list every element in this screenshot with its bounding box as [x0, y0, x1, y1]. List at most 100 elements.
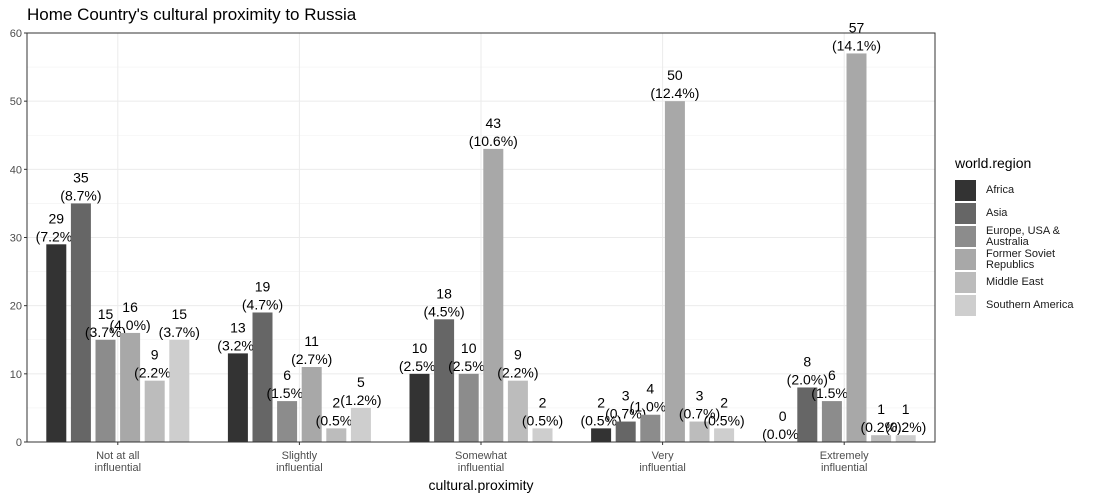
- data-label-count: 29: [49, 210, 65, 226]
- data-label-percent: (1.2%): [340, 392, 381, 408]
- data-label-count: 9: [151, 347, 159, 363]
- data-label-count: 5: [357, 374, 365, 390]
- data-label-count: 2: [720, 394, 728, 410]
- bar: [507, 380, 528, 442]
- data-label-percent: (2.7%): [291, 351, 332, 367]
- y-tick-label: 0: [16, 437, 22, 449]
- data-label-count: 19: [255, 278, 271, 294]
- data-label-percent: (0.7%): [605, 406, 646, 422]
- data-label-percent: (0.5%): [703, 412, 744, 428]
- data-label-count: 15: [172, 306, 188, 322]
- legend-item: Europe, USA & Australia: [955, 225, 1073, 248]
- data-label-percent: (3.7%): [159, 324, 200, 340]
- bar: [350, 407, 371, 442]
- data-label-percent: (2.2%): [134, 365, 175, 381]
- data-label-percent: (4.0%): [109, 317, 150, 333]
- data-label-percent: (8.7%): [60, 187, 101, 203]
- bar: [277, 401, 298, 442]
- data-label-percent: (0.5%): [316, 412, 357, 428]
- data-label-percent: (1.5%): [266, 385, 307, 401]
- data-label-count: 11: [304, 333, 319, 349]
- bar: [714, 428, 735, 442]
- legend-swatch: [955, 226, 976, 247]
- data-label-count: 18: [436, 285, 452, 301]
- data-label-count: 4: [646, 381, 654, 397]
- bar: [144, 380, 165, 442]
- legend-item: Africa: [955, 179, 1073, 202]
- data-label-percent: (0.2%): [860, 419, 901, 435]
- data-label-count: 0: [779, 408, 787, 424]
- data-label-count: 3: [696, 388, 704, 404]
- legend-title: world.region: [955, 155, 1032, 171]
- data-label-count: 2: [332, 394, 340, 410]
- bar: [458, 373, 479, 442]
- legend-label: Africa: [986, 184, 1015, 196]
- data-label-count: 43: [486, 115, 502, 131]
- data-label-percent: (0.5%): [580, 412, 621, 428]
- data-label-percent: (0.7%): [679, 406, 720, 422]
- bar: [797, 387, 818, 442]
- x-axis-title: cultural.proximity: [428, 477, 533, 493]
- legend-swatch: [955, 272, 976, 293]
- y-tick-label: 30: [10, 233, 22, 245]
- bar: [169, 339, 190, 442]
- data-label-count: 16: [122, 299, 138, 315]
- data-label-percent: (1.0%): [630, 399, 671, 415]
- bar: [409, 373, 430, 442]
- data-label-percent: (14.1%): [832, 37, 881, 53]
- bar: [895, 435, 916, 442]
- data-label-percent: (7.2%): [36, 228, 77, 244]
- legend-swatch: [955, 180, 976, 201]
- bar: [483, 148, 504, 442]
- legend-item: Asia: [955, 202, 1073, 225]
- y-tick-label: 10: [10, 369, 22, 381]
- data-label-percent: (0.5%): [522, 412, 563, 428]
- data-label-percent: (1.5%): [811, 385, 852, 401]
- bar: [227, 353, 248, 442]
- data-label-percent: (0.0%): [762, 426, 803, 442]
- x-tick-label: Somewhat influential: [455, 450, 507, 474]
- data-label-count: 15: [98, 306, 114, 322]
- bar: [252, 312, 273, 442]
- data-label-count: 1: [877, 401, 885, 417]
- legend-swatch: [955, 295, 976, 316]
- data-label-count: 50: [667, 67, 683, 83]
- data-label-percent: (10.6%): [469, 133, 518, 149]
- bar: [846, 53, 867, 442]
- legend-label: Europe, USA & Australia: [986, 224, 1060, 248]
- legend-label: Asia: [986, 207, 1008, 219]
- data-label-count: 13: [230, 319, 246, 335]
- bar: [301, 367, 322, 442]
- data-label-percent: (12.4%): [650, 85, 699, 101]
- bar: [46, 244, 67, 442]
- x-tick-label: Extremely influential: [820, 450, 869, 474]
- data-label-count: 2: [539, 394, 547, 410]
- data-label-count: 10: [461, 340, 477, 356]
- data-label-count: 6: [828, 367, 836, 383]
- data-label-count: 57: [849, 19, 865, 35]
- bar: [640, 414, 661, 442]
- legend: world.region Africa Asia Europe, USA & Aus…: [955, 155, 1073, 317]
- data-label-count: 6: [283, 367, 291, 383]
- data-label-count: 2: [597, 394, 605, 410]
- bar: [326, 428, 347, 442]
- y-tick-label: 60: [10, 28, 22, 40]
- legend-swatch: [955, 203, 976, 224]
- data-label-percent: (2.2%): [497, 365, 538, 381]
- data-label-count: 35: [73, 169, 89, 185]
- bar: [871, 435, 892, 442]
- y-tick-label: 40: [10, 164, 22, 176]
- bar: [120, 332, 141, 442]
- data-label-percent: (3.7%): [85, 324, 126, 340]
- data-label-percent: (2.5%): [399, 358, 440, 374]
- data-label-count: 1: [902, 401, 910, 417]
- legend-label: Middle East: [986, 276, 1044, 288]
- x-tick-label: Not at all influential: [95, 450, 141, 474]
- bar: [664, 101, 685, 443]
- bar: [95, 339, 116, 442]
- legend-item: Middle East: [955, 271, 1073, 294]
- y-tick-label: 50: [10, 96, 22, 108]
- legend-label: Southern America: [986, 299, 1074, 311]
- bar: [591, 428, 612, 442]
